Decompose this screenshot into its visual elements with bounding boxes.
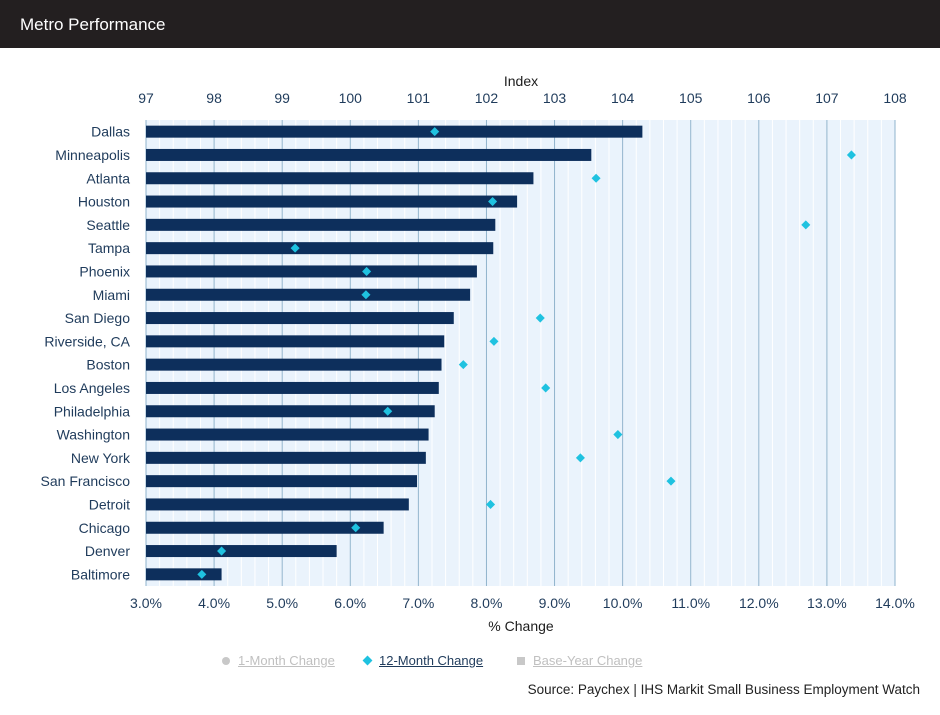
12-month-change-marker [361,290,371,300]
index-bar [146,265,477,278]
index-bar [146,335,445,348]
index-tick-label: 106 [747,90,771,106]
category-label: Phoenix [79,263,130,279]
change-tick-label: 10.0% [603,595,643,611]
category-label: Denver [85,543,130,559]
category-label: Dallas [91,124,130,140]
index-bar [146,218,496,231]
index-tick-label: 99 [274,90,290,106]
index-tick-label: 102 [475,90,499,106]
change-axis-label: % Change [488,618,554,634]
change-tick-label: 3.0% [130,595,162,611]
change-tick-label: 8.0% [470,595,502,611]
index-bar [146,451,426,464]
index-tick-label: 100 [339,90,363,106]
category-label: San Diego [65,310,131,326]
legend-item-12-month-change[interactable]: 12-Month Change [362,653,484,668]
category-label: San Francisco [41,473,131,489]
12-month-change-marker [666,476,676,486]
plot-area [146,120,895,586]
change-tick-label: 7.0% [402,595,434,611]
title-bar: Metro Performance [0,0,940,48]
category-label: Boston [86,357,130,373]
category-label: Riverside, CA [44,333,130,349]
12-month-change-marker [290,243,300,253]
legend-label: 1-Month Change [238,653,335,668]
category-label: Houston [78,194,130,210]
category-label: Atlanta [86,170,130,186]
index-bar [146,312,454,325]
change-tick-label: 12.0% [739,595,779,611]
category-label: Baltimore [71,566,130,582]
index-bar [146,381,439,394]
index-tick-label: 101 [407,90,431,106]
12-month-change-marker [430,127,440,137]
index-tick-label: 98 [206,90,222,106]
category-label: Philadelphia [54,403,130,419]
index-tick-label: 108 [883,90,907,106]
index-bar [146,521,384,534]
category-label: Tampa [88,240,130,256]
index-bar [146,568,222,581]
index-tick-label: 97 [138,90,154,106]
change-tick-label: 14.0% [875,595,915,611]
index-bar [146,172,534,185]
index-tick-label: 104 [611,90,635,106]
legend-label: 12-Month Change [379,653,484,668]
12-month-change-marker [197,569,207,579]
category-label: Chicago [79,520,131,536]
change-tick-label: 5.0% [266,595,298,611]
category-label: Miami [93,287,130,303]
index-bar [146,405,435,418]
change-tick-label: 13.0% [807,595,847,611]
chart-title: Metro Performance [20,15,166,34]
index-bar [146,125,643,138]
index-bar [146,545,337,558]
source-note: Source: Paychex | IHS Markit Small Busin… [527,682,920,697]
index-bar [146,358,442,371]
index-tick-label: 103 [543,90,567,106]
circle-icon [222,656,230,665]
legend-label: Base-Year Change [533,653,643,668]
index-bar [146,195,518,208]
index-bar [146,498,409,511]
legend-item-1-month-change[interactable]: 1-Month Change [222,653,335,668]
category-label: Seattle [86,217,130,233]
12-month-change-marker [351,523,361,533]
12-month-change-marker [535,313,545,323]
change-tick-label: 9.0% [539,595,571,611]
category-label: Minneapolis [55,147,130,163]
index-axis-label: Index [504,73,538,89]
index-bar [146,148,592,161]
change-tick-label: 4.0% [198,595,230,611]
category-label: Detroit [89,496,130,512]
square-icon [517,656,525,665]
index-tick-label: 107 [815,90,839,106]
change-tick-label: 11.0% [671,595,710,611]
index-bar [146,475,418,488]
diamond-icon [362,655,373,666]
change-tick-label: 6.0% [334,595,366,611]
index-bar [146,288,471,301]
index-tick-label: 105 [679,90,703,106]
metro-performance-chart: Index 97 98 99 100 101 102 103 104 105 106 107 108 3.… [41,73,915,634]
legend-item-base-year-change[interactable]: Base-Year Change [517,653,642,668]
category-label: New York [71,450,131,466]
legend: 1-Month Change 12-Month Change Base-Year… [0,653,940,671]
index-bar [146,242,494,255]
category-label: Washington [57,427,130,443]
index-bar [146,428,429,441]
category-label: Los Angeles [54,380,130,396]
12-month-change-marker [613,430,623,440]
